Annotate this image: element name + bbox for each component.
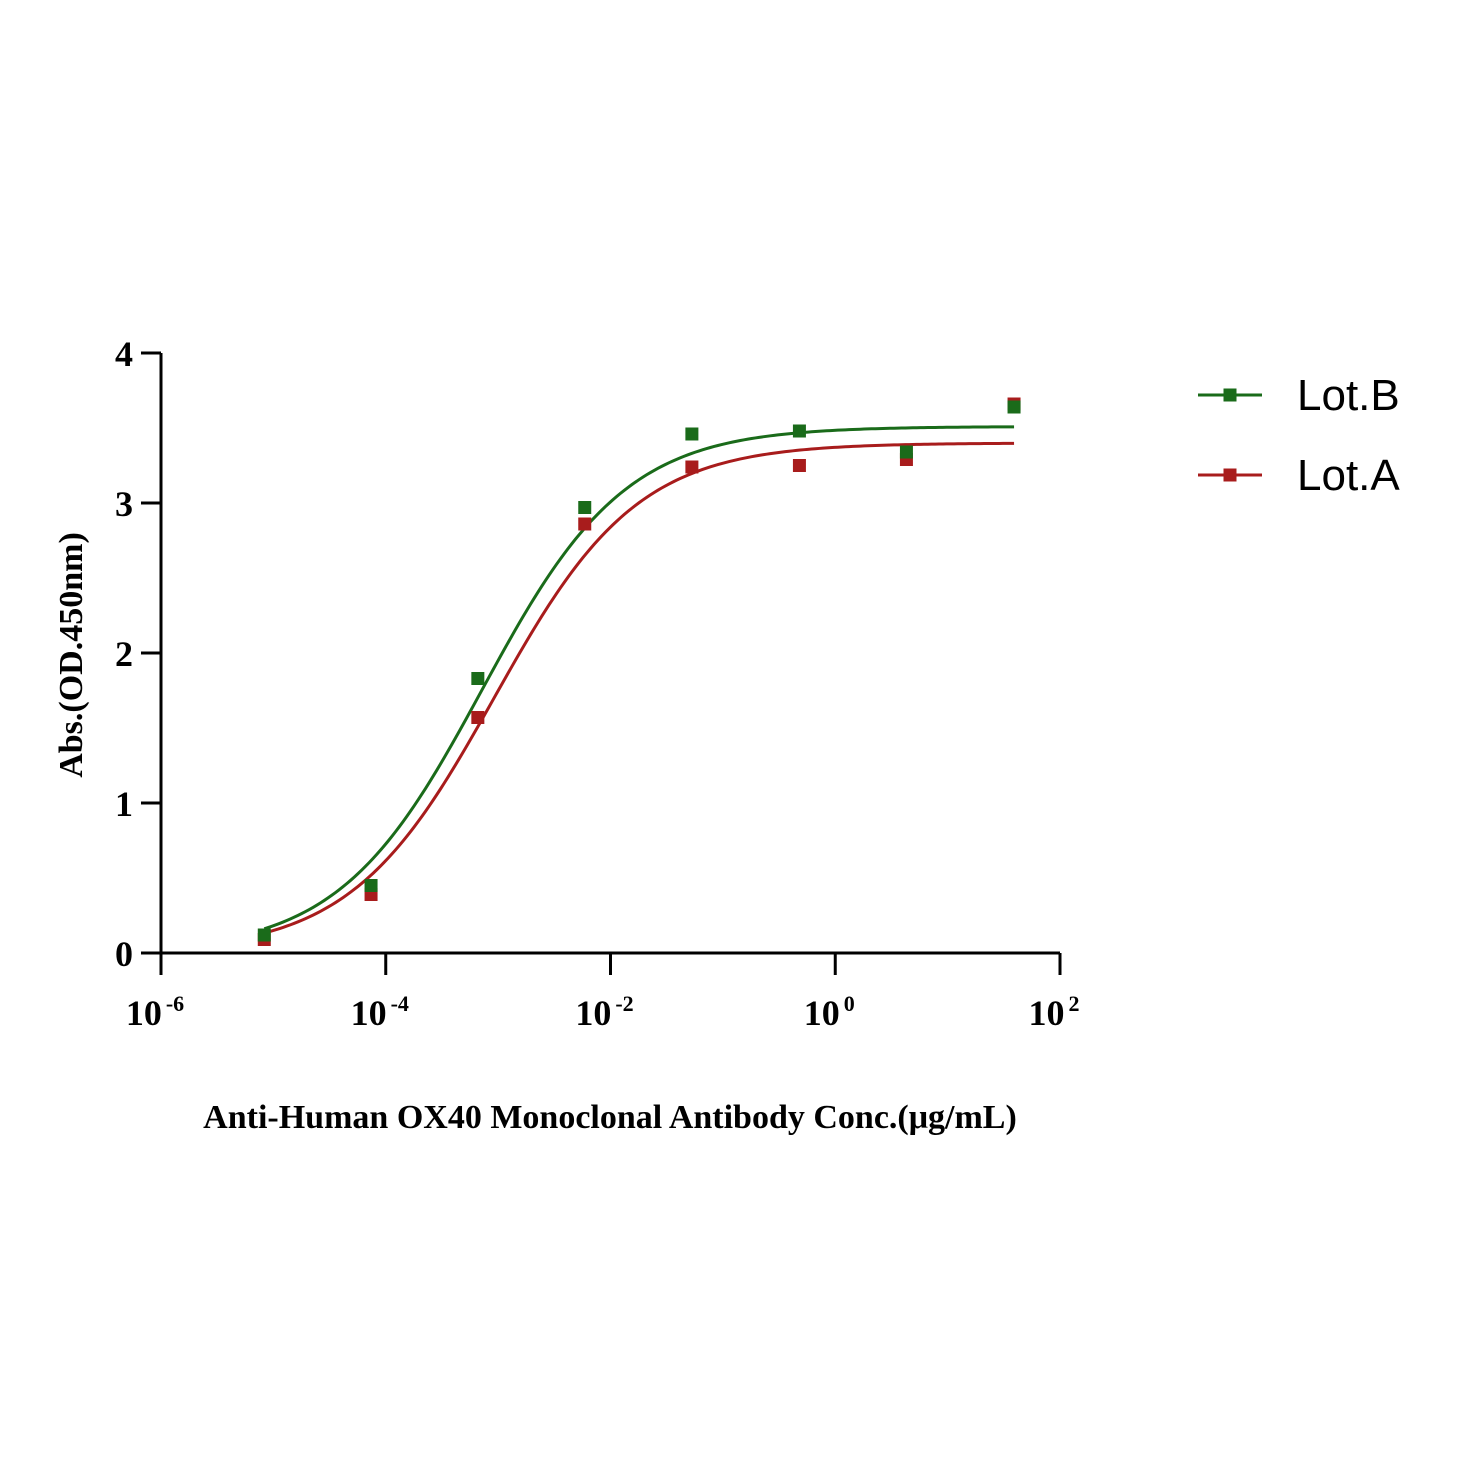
x-tick-label: 10 -4 (351, 991, 409, 1033)
legend: Lot.B Lot.A (1198, 371, 1400, 500)
fit-curves (263, 425, 1015, 935)
data-point-lot-b (1007, 400, 1021, 414)
fit-curve-lot-a (263, 441, 1015, 935)
data-point-lot-b (685, 427, 699, 441)
legend-marker (1223, 388, 1237, 402)
legend-label: Lot.A (1297, 451, 1400, 500)
data-point-lot-b (792, 424, 806, 438)
y-tick-label: 1 (115, 784, 133, 824)
x-axis-label: Anti-Human OX40 Monoclonal Antibody Conc… (203, 1099, 1017, 1136)
data-point-lot-b (257, 928, 271, 942)
data-point-lot-a (792, 459, 806, 472)
y-tick-label: 4 (115, 334, 133, 374)
legend-marker (1223, 468, 1237, 482)
data-point-lot-b (364, 879, 378, 892)
y-tick-label: 2 (115, 634, 133, 674)
y-tick-label: 0 (115, 934, 133, 974)
y-tick-label: 3 (115, 484, 133, 524)
x-tick-label: 10 -2 (575, 991, 633, 1033)
y-axis-label: Abs.(OD.450nm) (53, 532, 90, 778)
fit-curve-lot-b (263, 425, 1015, 931)
data-point-lot-a (471, 711, 485, 724)
data-points (257, 397, 1021, 946)
data-point-lot-b (471, 672, 485, 685)
data-point-lot-b (899, 445, 913, 459)
x-tick-label: 10 0 (804, 991, 855, 1033)
data-point-lot-a (578, 517, 592, 531)
x-tick-label: 10 -6 (126, 991, 184, 1033)
y-axis-ticks: 0 1 2 3 4 (115, 334, 161, 974)
legend-label: Lot.B (1297, 371, 1400, 420)
data-point-lot-b (578, 501, 592, 514)
x-tick-label: 10 2 (1029, 991, 1080, 1033)
x-axis-ticks: 10 -6 10 -4 10 -2 10 0 10 2 (126, 953, 1080, 1033)
data-point-lot-a (685, 460, 699, 474)
